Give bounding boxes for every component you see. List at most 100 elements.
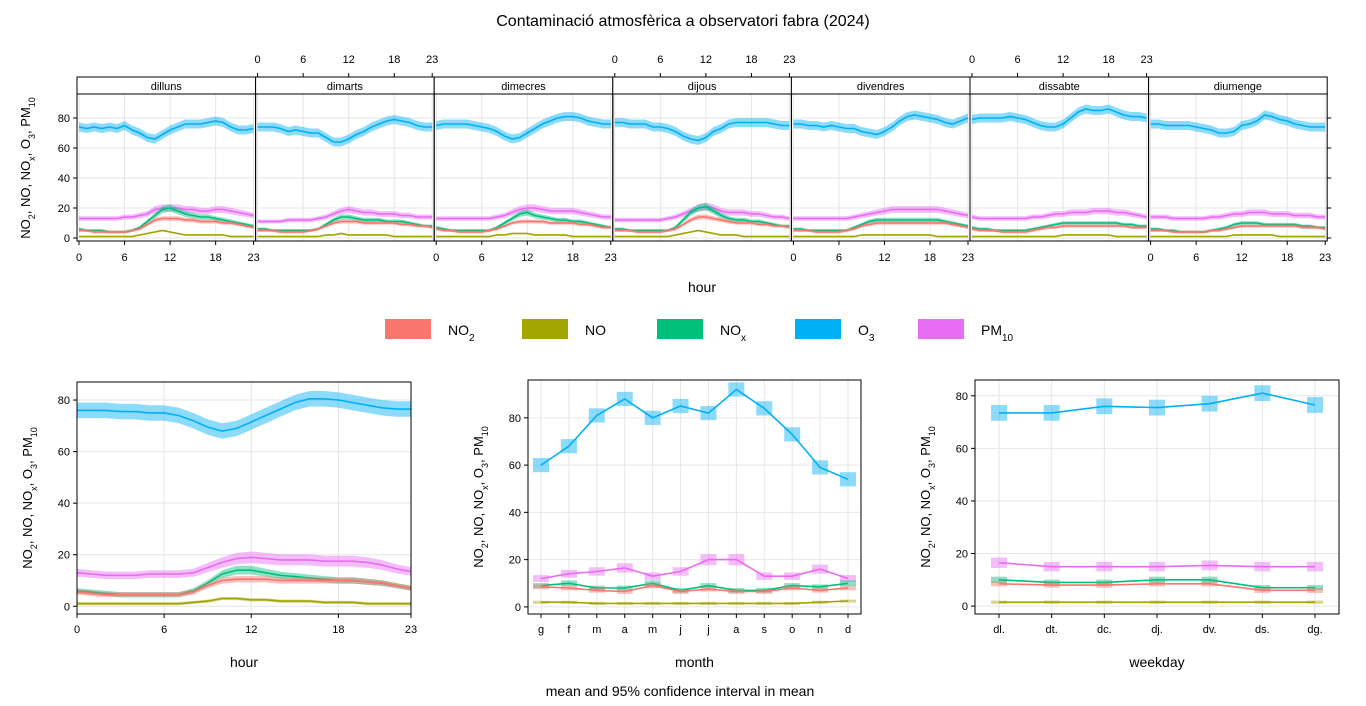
series-line-O3 [540, 388, 849, 481]
strip-label: divendres [857, 81, 905, 93]
x-tick-label: 23 [783, 54, 795, 66]
x-tick-label: a [733, 624, 740, 636]
strip-label: dijous [688, 81, 717, 93]
series-line-O3 [1150, 114, 1326, 134]
x-tick-label: 18 [1103, 54, 1115, 66]
x-tick-label: 6 [1014, 54, 1020, 66]
ci-band-O3 [972, 104, 1147, 132]
panel-divendres: divendres 0 6 12 18 23 [790, 76, 974, 264]
x-tick-label: 23 [426, 54, 438, 66]
series-line-O3 [257, 118, 433, 143]
y-tick-label: 40 [58, 173, 70, 185]
panel-dissabte: dissabte 0 6 12 18 23 [969, 54, 1153, 242]
series-line-PM10 [1150, 211, 1326, 220]
x-tick-label: m [648, 624, 657, 636]
y-axis-label: NO2, NO, NOx, O3, PM10 [471, 426, 490, 568]
series-line-PM10 [793, 208, 969, 220]
panel-dimecres: dimecres 0 6 12 18 23 [433, 76, 617, 264]
y-axis-label: NO2, NO, NOx, O3, PM10 [918, 426, 937, 568]
panel-dilluns: dilluns 0 6 12 18 23 [76, 76, 260, 264]
ci-box-NOx [840, 580, 856, 587]
ci-band-O3 [1150, 110, 1326, 138]
series-line-NO2 [79, 217, 254, 233]
x-tick-label: dc. [1097, 624, 1112, 636]
x-tick-label: 18 [210, 252, 222, 264]
x-tick-label: 0 [790, 252, 796, 264]
x-tick-label: 6 [300, 54, 306, 66]
x-tick-label: 6 [1193, 252, 1199, 264]
x-tick-label: f [567, 624, 571, 636]
x-tick-label: ds. [1255, 624, 1270, 636]
y-tick-label: 40 [509, 507, 521, 519]
strip-label: dissabte [1039, 81, 1080, 93]
series-line-PM10 [76, 556, 412, 577]
series-line-O3 [436, 115, 611, 140]
ci-band-NOx [793, 217, 968, 232]
series-line-NO [972, 234, 1147, 238]
panel-frame [1148, 93, 1328, 242]
x-tick-label: 12 [164, 252, 176, 264]
weekday-hour-panels: dilluns 0 6 12 18 23 dimarts 0 6 12 18 23 dimecres 0 6… [18, 54, 1331, 295]
x-tick-label: m [592, 624, 601, 636]
x-tick-label: 18 [332, 624, 344, 636]
series-line-NO2 [998, 583, 1315, 592]
series-line-NOx [793, 219, 969, 232]
legend: NO2 NO NOx O3 PM10 [385, 319, 1014, 344]
x-tick-label: j [706, 624, 709, 636]
series-line-NO [614, 229, 790, 238]
x-tick-label: 12 [245, 624, 257, 636]
y-axis-label: NO2, NO, NOx, O3, PM10 [20, 427, 39, 569]
panel-weekday: 0 20 40 60 80 dl. dt. dc. dj. dv. ds. dg. NO2, NO, N… [918, 379, 1340, 670]
x-tick-label: 23 [1319, 252, 1331, 264]
series-line-NO2 [76, 578, 412, 596]
ci-band-PM10 [77, 551, 411, 579]
x-tick-label: 12 [1236, 252, 1248, 264]
series-line-O3 [78, 120, 254, 140]
x-axis-label: hour [230, 654, 258, 670]
series-line-NO2 [436, 220, 611, 233]
panel-month: 0 20 40 60 80 g f m a m j j a s o n d NO2, NO, NOx, O3, P… [471, 379, 862, 670]
x-tick-label: 6 [161, 624, 167, 636]
x-tick-label: 6 [836, 252, 842, 264]
series-line-NO2 [540, 584, 849, 593]
y-tick-label: 40 [58, 498, 70, 510]
legend-swatch-O3 [795, 319, 841, 339]
footer-caption: mean and 95% confidence interval in mean [546, 683, 815, 699]
ci-band-NOx [614, 202, 790, 232]
ci-box-PM10 [533, 575, 549, 582]
x-tick-label: 18 [567, 252, 579, 264]
x-tick-label: 6 [657, 54, 663, 66]
series-line-NOx [614, 205, 790, 232]
y-tick-label: 60 [58, 447, 70, 459]
x-tick-label: 18 [924, 252, 936, 264]
x-axis-label: weekday [1128, 654, 1184, 670]
x-tick-label: 12 [343, 54, 355, 66]
y-tick-label: 0 [515, 602, 521, 614]
ci-box-PM10 [840, 575, 856, 582]
y-axis-label: NO2, NO, NOx, O3, PM10 [18, 97, 37, 239]
series-line-NO [793, 234, 968, 238]
legend-swatch-NO2 [385, 319, 431, 339]
ci-band-O3 [614, 118, 790, 145]
x-tick-label: 12 [521, 252, 533, 264]
x-tick-label: 18 [1281, 252, 1293, 264]
x-tick-label: 23 [962, 252, 974, 264]
x-tick-label: 0 [612, 54, 618, 66]
x-tick-label: 23 [247, 252, 259, 264]
x-tick-label: 6 [479, 252, 485, 264]
y-tick-label: 80 [956, 391, 968, 403]
series-line-NO [436, 232, 611, 238]
legend-swatch-PM10 [918, 319, 964, 339]
x-tick-label: a [622, 624, 629, 636]
strip-label: diumenge [1214, 81, 1262, 93]
ci-band-PM10 [257, 206, 433, 224]
y-tick-label: 20 [509, 555, 521, 567]
series-line-NO [79, 229, 254, 238]
ci-box-NO2 [991, 581, 1007, 587]
legend-label-NO2: NO2 [448, 322, 475, 344]
series-line-NO2 [614, 216, 790, 233]
ci-band-NO2 [79, 216, 254, 234]
strip-label: dimecres [501, 81, 546, 93]
ci-box-NOx [533, 583, 549, 589]
